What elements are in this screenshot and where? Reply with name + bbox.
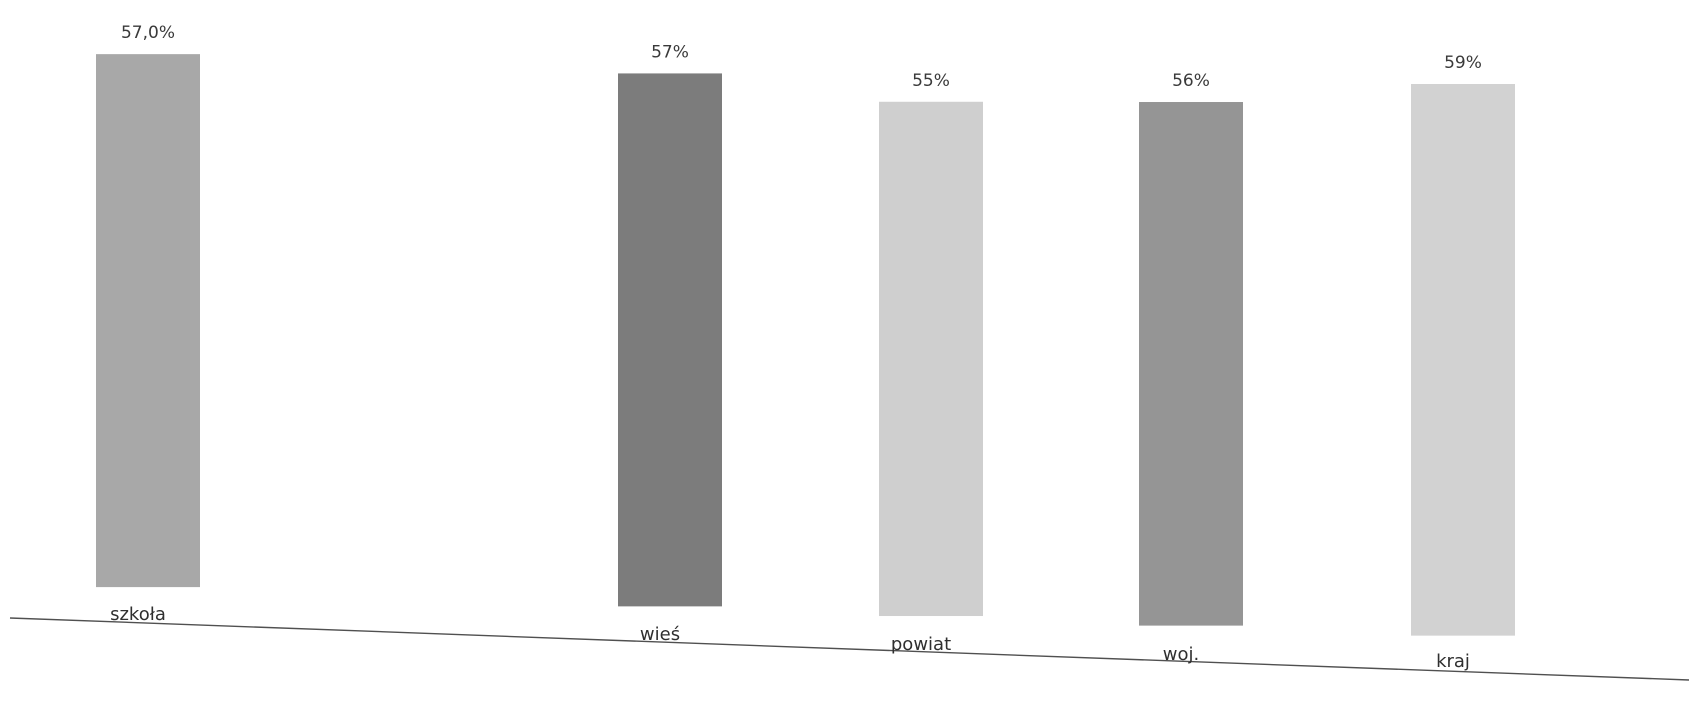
x-axis-baseline bbox=[9, 617, 1689, 681]
value-label-2: 55% bbox=[912, 71, 950, 91]
category-labels-group: szkoła wieś powiat woj. kraj bbox=[110, 604, 1470, 672]
category-label-2: powiat bbox=[891, 634, 951, 655]
value-labels-group: 57,0% 57% 55% 56% 59% bbox=[121, 23, 1482, 91]
bars-group bbox=[96, 54, 1515, 636]
category-label-4: kraj bbox=[1436, 651, 1470, 672]
bar-1 bbox=[618, 73, 722, 607]
category-label-0: szkoła bbox=[110, 604, 166, 625]
value-label-4: 59% bbox=[1444, 53, 1482, 73]
category-label-3: woj. bbox=[1163, 644, 1199, 665]
bar-2 bbox=[879, 101, 983, 617]
bar-3 bbox=[1139, 102, 1243, 626]
bar-0 bbox=[96, 54, 200, 588]
value-label-3: 56% bbox=[1172, 71, 1210, 91]
value-label-1: 57% bbox=[651, 42, 689, 62]
category-label-1: wieś bbox=[640, 624, 680, 645]
value-label-0: 57,0% bbox=[121, 23, 175, 43]
bar-4 bbox=[1411, 84, 1515, 636]
